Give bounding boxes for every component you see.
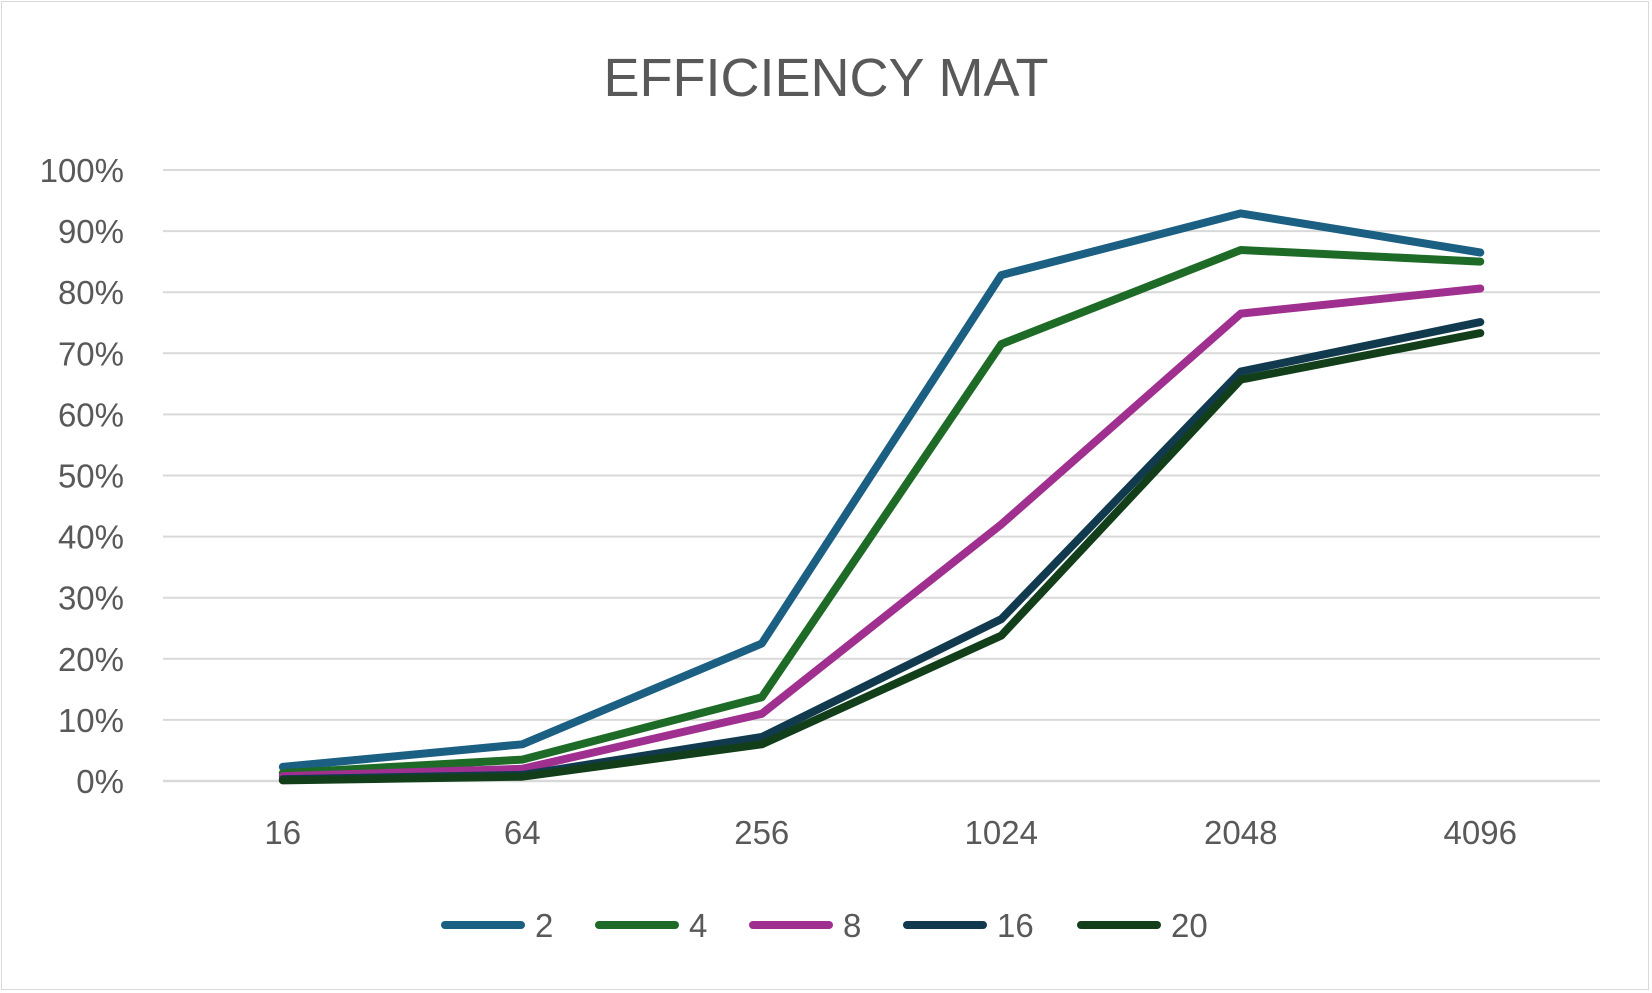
series-line-20 xyxy=(278,329,1485,785)
y-tick-label: 30% xyxy=(58,580,124,617)
legend: 2 4 8 16 20 xyxy=(441,907,1208,944)
y-tick-label: 50% xyxy=(58,458,124,495)
y-tick-label: 20% xyxy=(58,641,124,678)
x-tick-label: 2048 xyxy=(1204,814,1277,851)
y-axis-ticks: 0% 10% 20% 30% 40% 50% 60% 70% 80% 90% 100% xyxy=(40,152,124,800)
y-tick-label: 60% xyxy=(58,396,124,433)
y-tick-label: 0% xyxy=(76,763,124,800)
legend-label-8: 8 xyxy=(843,907,861,944)
series-line-4 xyxy=(278,246,1485,778)
legend-label-20: 20 xyxy=(1171,907,1208,944)
x-axis-ticks: 16 64 256 1024 2048 4096 xyxy=(264,814,1517,851)
chart-title: EFFICIENCY MAT xyxy=(603,48,1048,108)
y-tick-label: 10% xyxy=(58,702,124,739)
x-tick-label: 4096 xyxy=(1444,814,1517,851)
legend-label-2: 2 xyxy=(535,907,553,944)
y-tick-label: 70% xyxy=(58,335,124,372)
series-line-8 xyxy=(278,284,1485,781)
y-tick-label: 90% xyxy=(58,213,124,250)
y-tick-label: 40% xyxy=(58,519,124,556)
y-tick-label: 80% xyxy=(58,274,124,311)
x-tick-label: 256 xyxy=(734,814,789,851)
legend-label-4: 4 xyxy=(689,907,707,944)
legend-label-16: 16 xyxy=(997,907,1034,944)
series-line-2 xyxy=(278,209,1485,771)
series-line-16 xyxy=(278,318,1485,784)
x-tick-label: 16 xyxy=(264,814,301,851)
x-tick-label: 64 xyxy=(504,814,541,851)
y-tick-label: 100% xyxy=(40,152,124,189)
x-tick-label: 1024 xyxy=(965,814,1038,851)
series-lines xyxy=(278,209,1485,785)
